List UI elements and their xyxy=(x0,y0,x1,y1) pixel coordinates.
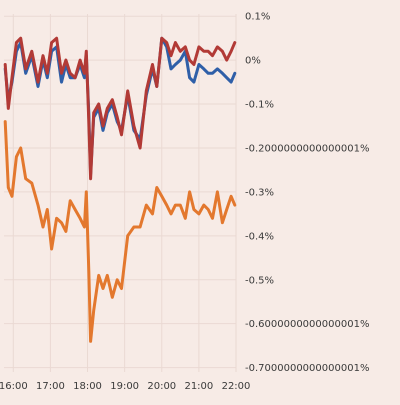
x-tick-label: 19:00 xyxy=(110,381,139,392)
y-tick-label: -0.3% xyxy=(245,187,274,198)
series-line xyxy=(3,120,237,343)
y-tick-label: -0.4% xyxy=(245,231,274,242)
y-tick-label: -0.2000000000000001% xyxy=(245,143,369,154)
x-tick-label: 18:00 xyxy=(73,381,102,392)
series-layer xyxy=(3,36,237,343)
y-tick-label: -0.6000000000000001% xyxy=(245,319,369,330)
y-tick-label: 0.1% xyxy=(245,12,270,23)
series-line xyxy=(3,36,237,176)
y-axis: 0.1% 0% -0.1% -0.2000000000000001% -0.3% -0.4… xyxy=(245,12,369,374)
y-tick-label: 0% xyxy=(245,56,261,67)
x-axis: 16:00 17:00 18:00 19:00 20:00 21:00 22:00 xyxy=(0,381,250,392)
x-tick-label: 21:00 xyxy=(184,381,213,392)
y-tick-label: -0.5% xyxy=(245,275,274,286)
y-tick-label: -0.1% xyxy=(245,100,274,111)
y-tick-label: -0.7000000000000001% xyxy=(245,363,369,374)
x-tick-label: 20:00 xyxy=(147,381,176,392)
x-tick-label: 17:00 xyxy=(36,381,65,392)
x-tick-label: 16:00 xyxy=(0,381,28,392)
x-tick-label: 22:00 xyxy=(222,381,251,392)
series-line xyxy=(3,36,237,181)
